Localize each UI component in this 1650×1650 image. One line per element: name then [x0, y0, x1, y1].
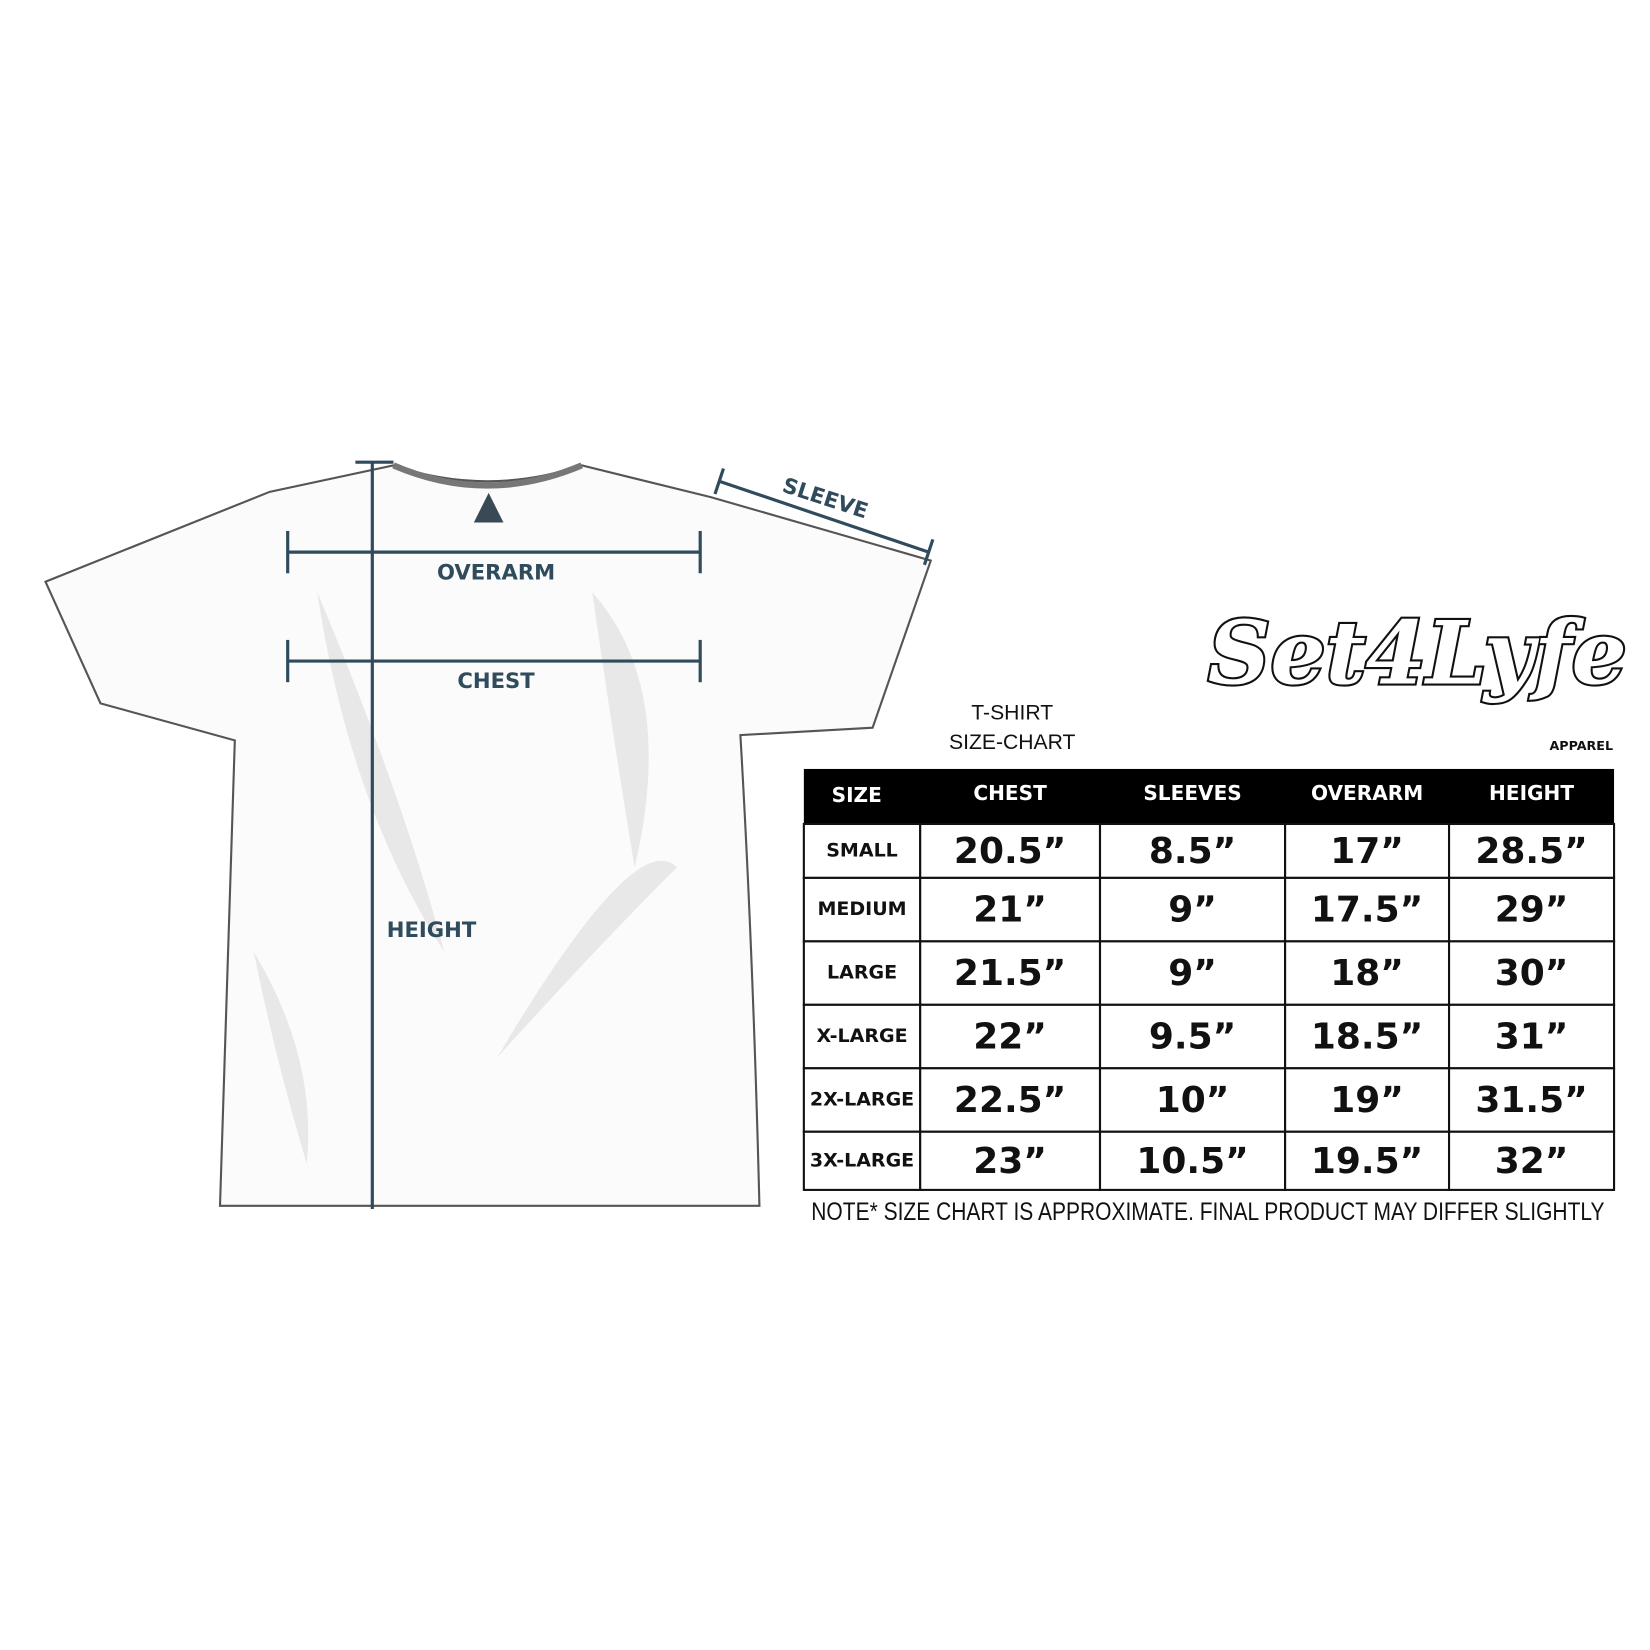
table-cell	[1447, 1130, 1616, 1191]
measurement: 32”	[1495, 1141, 1569, 1182]
measurement: 18”	[1330, 953, 1404, 994]
table-cell	[1447, 822, 1616, 879]
measurement: 28.5”	[1475, 831, 1587, 872]
table-cell	[919, 1003, 1102, 1070]
t-shirt: OVERARM CHEST HEIGHT SLEEVE	[44, 460, 935, 1209]
table-cell	[1447, 940, 1616, 1006]
column-header: OVERARM	[1311, 781, 1423, 805]
table-cell	[1098, 822, 1287, 879]
chest-label: CHEST	[457, 668, 535, 693]
measurement: 31.5”	[1475, 1080, 1587, 1121]
measurement: 10”	[1156, 1080, 1230, 1121]
table-cell	[802, 822, 922, 879]
table-cell	[1098, 1067, 1287, 1133]
chart-title: T-SHIRT	[971, 702, 1053, 725]
table-cell	[802, 940, 922, 1006]
measurement: 31”	[1495, 1017, 1569, 1058]
size-name: 2X-LARGE	[810, 1089, 914, 1111]
note: NOTE* SIZE CHART IS APPROXIMATE. FINAL P…	[811, 1198, 1604, 1226]
table-cell	[919, 1067, 1102, 1133]
content: OVERARM CHEST HEIGHT SLEEVE Set4Lyfe APP…	[44, 460, 1629, 1226]
measurement: 23”	[973, 1141, 1047, 1182]
measurement: 30”	[1495, 953, 1569, 994]
measurement: 9”	[1168, 890, 1217, 931]
measurement: 22”	[973, 1017, 1047, 1058]
measurement: 22.5”	[954, 1080, 1066, 1121]
measurement: 19.5”	[1311, 1141, 1423, 1182]
height-label: HEIGHT	[387, 917, 477, 942]
chart-title: SIZE-CHART	[949, 731, 1076, 754]
table-cell	[802, 1130, 922, 1191]
size-name: SMALL	[826, 839, 898, 861]
measurement: 21.5”	[954, 953, 1066, 994]
table-header-bg	[803, 768, 1615, 824]
table-cell	[1284, 1067, 1451, 1133]
column-header: SLEEVES	[1143, 781, 1241, 805]
size-name: MEDIUM	[817, 898, 906, 920]
measurement: 19”	[1330, 1080, 1404, 1121]
overarm-label: OVERARM	[437, 559, 555, 584]
column-header: SIZE	[832, 783, 882, 807]
size-name: X-LARGE	[816, 1025, 907, 1047]
size-name: 3X-LARGE	[810, 1149, 914, 1171]
measurement: 17”	[1330, 831, 1404, 872]
measurement: 17.5”	[1311, 890, 1423, 931]
measurement: 21”	[973, 890, 1047, 931]
table-cell	[802, 1003, 922, 1070]
measurement: 10.5”	[1136, 1141, 1248, 1182]
table-cell	[919, 1130, 1102, 1191]
measurement: 8.5”	[1149, 831, 1236, 872]
table-cell	[1447, 1067, 1616, 1133]
table-cell	[919, 876, 1102, 943]
logo-name: Set4Lyfe	[1208, 604, 1627, 705]
size-name: LARGE	[827, 962, 897, 984]
column-header: HEIGHT	[1489, 781, 1574, 805]
measurement: 9”	[1168, 953, 1217, 994]
table-cell	[802, 876, 922, 943]
measurement: 9.5”	[1149, 1017, 1236, 1058]
table-cell	[1284, 1003, 1451, 1070]
measurement: 29”	[1495, 890, 1569, 931]
table-cell	[802, 1067, 922, 1133]
measurement: 20.5”	[954, 831, 1066, 872]
column-header: CHEST	[973, 781, 1047, 805]
logo-tagline: APPAREL	[1549, 738, 1613, 753]
measurement: 18.5”	[1311, 1017, 1423, 1058]
table-cell	[1098, 876, 1287, 943]
table-cell	[1284, 876, 1451, 943]
table-cell	[1447, 1003, 1616, 1070]
